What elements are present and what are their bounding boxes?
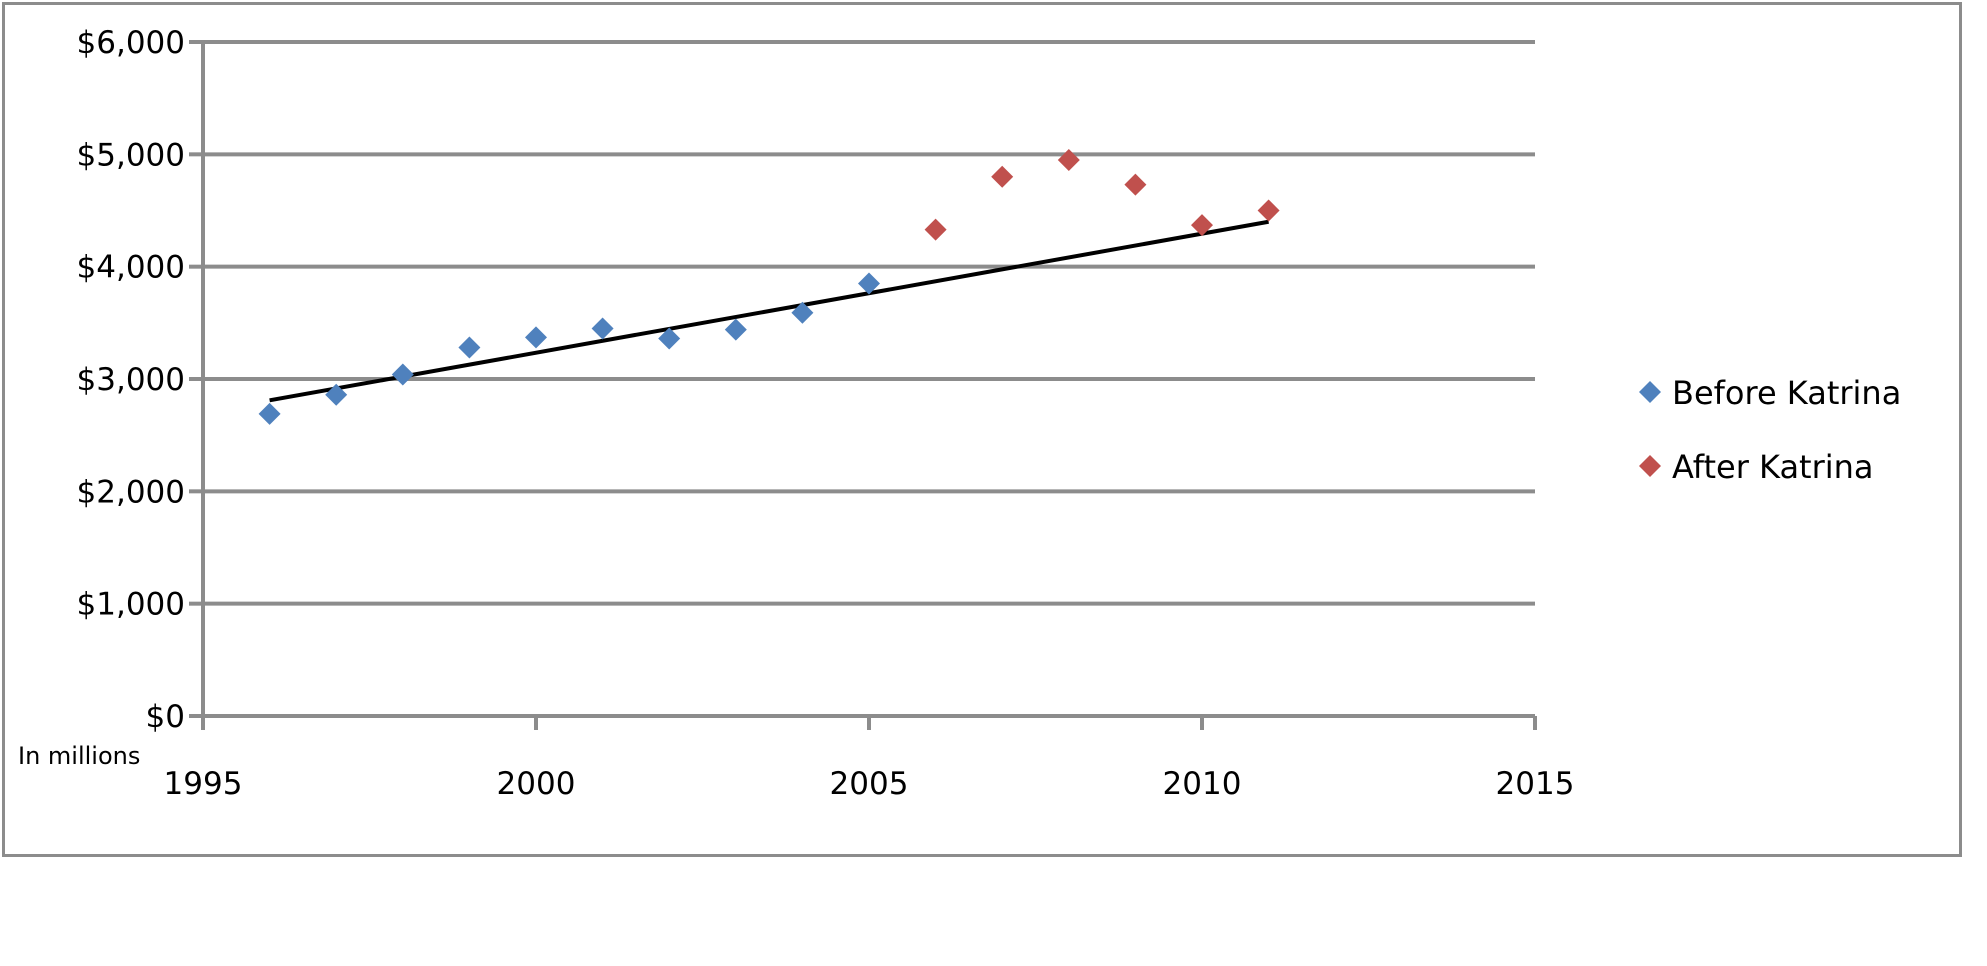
y-tick-label: $1,000	[77, 587, 185, 623]
legend-entry: After Katrina	[1639, 448, 1874, 486]
data-point	[325, 383, 348, 406]
legend-label: Before Katrina	[1672, 374, 1901, 412]
legend-entry: Before Katrina	[1639, 374, 1901, 412]
data-point	[858, 272, 880, 295]
data-point	[1057, 148, 1080, 171]
y-tick-label: $4,000	[77, 250, 185, 286]
trendline-layer	[269, 219, 1269, 403]
data-point	[591, 317, 614, 340]
data-point	[1191, 214, 1213, 237]
legend-marker-icon	[1639, 455, 1661, 477]
y-tick-label: $6,000	[77, 25, 185, 61]
data-point	[658, 327, 681, 350]
y-tick-label: $5,000	[77, 137, 185, 173]
x-tick-label: 2010	[1163, 766, 1242, 802]
data-point	[724, 318, 747, 341]
x-tick-label: 2005	[830, 766, 909, 802]
data-point	[391, 363, 414, 386]
data-point	[791, 301, 814, 324]
legend: Before Katrina After Katrina	[1639, 374, 1901, 486]
data-point	[1257, 199, 1280, 222]
x-tick-label: 1995	[164, 766, 243, 802]
unit-note: In millions	[18, 742, 140, 770]
x-tick-label: 2015	[1496, 766, 1575, 802]
legend-marker-icon	[1639, 381, 1661, 403]
data-point	[458, 336, 481, 359]
legend-label: After Katrina	[1672, 448, 1874, 486]
y-tick-label: $0	[146, 699, 185, 735]
data-point	[258, 402, 281, 425]
data-point	[924, 218, 947, 241]
data-points	[258, 148, 1280, 425]
y-tick-label: $2,000	[77, 474, 185, 510]
data-point	[1124, 173, 1147, 196]
chart-frame	[2, 2, 1962, 857]
data-point	[991, 165, 1014, 188]
trendline	[269, 219, 1269, 403]
data-point	[525, 326, 547, 349]
axes	[189, 40, 1537, 730]
y-tick-label: $3,000	[77, 362, 185, 398]
x-tick-label: 2000	[497, 766, 576, 802]
tick-labels: $0 $1,000 $2,000 $3,000 $4,000 $5,000 $6,000 19…	[77, 25, 1575, 802]
gridlines	[203, 40, 1535, 606]
